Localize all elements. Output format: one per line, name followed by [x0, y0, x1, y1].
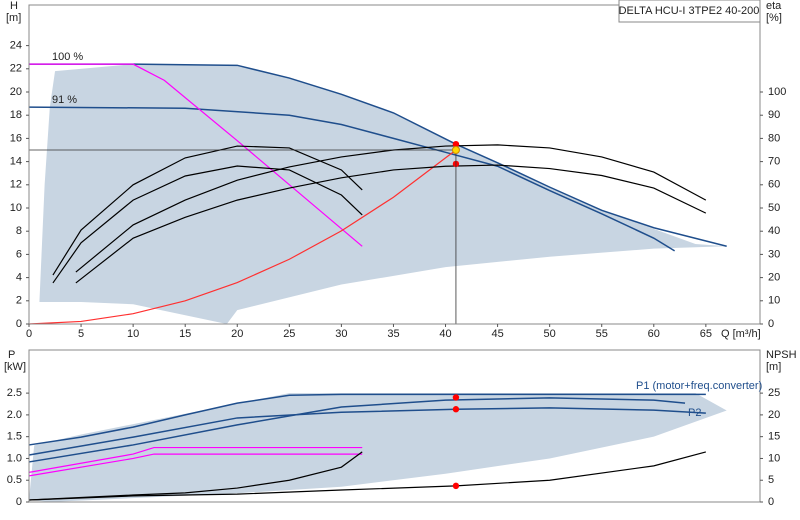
operating-point: [451, 146, 460, 154]
y2-tick-label: 30: [768, 248, 780, 260]
x-tick-label: 25: [283, 328, 295, 340]
y2-axis-label: eta: [766, 0, 782, 12]
y-tick-label: 2.0: [7, 409, 22, 421]
x-tick-label: 55: [596, 328, 608, 340]
y-tick-label: 0.5: [7, 474, 22, 486]
x-tick-label: 65: [700, 328, 712, 340]
x-tick-label: 45: [491, 328, 503, 340]
y2-tick-label: 0: [768, 318, 774, 330]
curve: [52, 145, 363, 276]
y2-tick-label: 5: [768, 474, 774, 486]
curve: [52, 165, 363, 284]
y-axis-unit: [kW]: [4, 361, 26, 373]
y2-tick-label: 60: [768, 179, 780, 191]
plot: 0246810121416182022240102030405060708090…: [10, 4, 786, 340]
y2-axis-unit: [%]: [766, 12, 782, 24]
y-tick-label: 20: [10, 86, 22, 98]
y2-tick-label: 50: [768, 202, 780, 214]
y-tick-label: 14: [10, 156, 22, 168]
y-tick-label: 2: [16, 295, 22, 307]
x-axis-label: Q [m³/h]: [721, 328, 761, 340]
y-axis-label: H: [10, 0, 18, 12]
y2-tick-label: 25: [768, 387, 780, 399]
y-tick-label: 2.5: [7, 387, 22, 399]
title-box: [618, 0, 761, 23]
point: [452, 406, 460, 413]
curve: [28, 453, 363, 477]
y2-tick-label: 90: [768, 109, 780, 121]
operating-range: [29, 393, 727, 502]
curve: [28, 393, 706, 446]
plot-frame: [28, 349, 761, 503]
y2-tick-label: 100: [768, 86, 786, 98]
curve: [28, 407, 706, 456]
point: [452, 482, 460, 490]
y-tick-label: 10: [10, 202, 22, 214]
y-tick-label: 24: [10, 40, 22, 52]
x-tick-label: 0: [26, 328, 32, 340]
curve: [28, 106, 676, 252]
y-axis-label: P: [8, 349, 15, 361]
y-tick-label: 12: [10, 179, 22, 191]
x-tick-label: 5: [78, 328, 84, 340]
curve: [75, 164, 707, 284]
curve-label: 100 %: [52, 51, 83, 63]
plot-layer: 0246810121416182022240102030405060708090…: [7, 4, 786, 508]
y2-tick-label: 20: [768, 409, 780, 421]
y2-axis-unit: [m]: [766, 361, 781, 373]
x-tick-label: 20: [231, 328, 243, 340]
plot: 0 0.5 1.0 1.5 2.0 2.5 0 5 10 15 20 25: [7, 349, 780, 508]
curve-label: 91 %: [52, 94, 77, 106]
y2-tick-label: 70: [768, 156, 780, 168]
x-tick-label: 30: [335, 328, 347, 340]
y2-tick-label: 0: [768, 496, 774, 508]
curve: [28, 149, 457, 325]
x-tick-label: 10: [127, 328, 139, 340]
y-tick-label: 1.5: [7, 431, 22, 443]
y2-axis-label: NPSH: [766, 349, 797, 361]
curve-label: P2: [688, 407, 701, 419]
y-tick-label: 4: [16, 272, 22, 284]
y-tick-label: 8: [16, 225, 22, 237]
y-tick-label: 16: [10, 132, 22, 144]
curve: [29, 63, 727, 248]
curve-label: P1 (motor+freq.converter): [636, 380, 762, 392]
y2-tick-label: 15: [768, 431, 780, 443]
y-tick-label: 6: [16, 248, 22, 260]
y-tick-label: 1.0: [7, 452, 22, 464]
point: [452, 394, 460, 401]
curve: [28, 446, 363, 473]
x-tick-label: 40: [439, 328, 451, 340]
y2-tick-label: 40: [768, 225, 780, 237]
x-tick-label: 15: [179, 328, 191, 340]
x-tick-label: 35: [387, 328, 399, 340]
y-tick-label: 22: [10, 63, 22, 75]
y2-tick-label: 80: [768, 132, 780, 144]
y-tick-label: 18: [10, 109, 22, 121]
x-tick-label: 50: [544, 328, 556, 340]
y-tick-label: 0: [16, 318, 22, 330]
curve: [28, 451, 363, 501]
y2-tick-label: 20: [768, 272, 780, 284]
y-axis-unit: [m]: [6, 12, 21, 24]
chart-title: DELTA HCU-I 3TPE2 40-200: [619, 5, 760, 17]
plot-frame: [28, 4, 761, 325]
operating-range: [39, 64, 727, 324]
x-tick-label: 60: [648, 328, 660, 340]
curve: [28, 397, 686, 463]
y-tick-label: 0: [16, 496, 22, 508]
curve: [28, 451, 707, 501]
curve: [29, 63, 363, 247]
point: [452, 141, 460, 148]
y2-tick-label: 10: [768, 295, 780, 307]
y2-tick-label: 10: [768, 452, 780, 464]
